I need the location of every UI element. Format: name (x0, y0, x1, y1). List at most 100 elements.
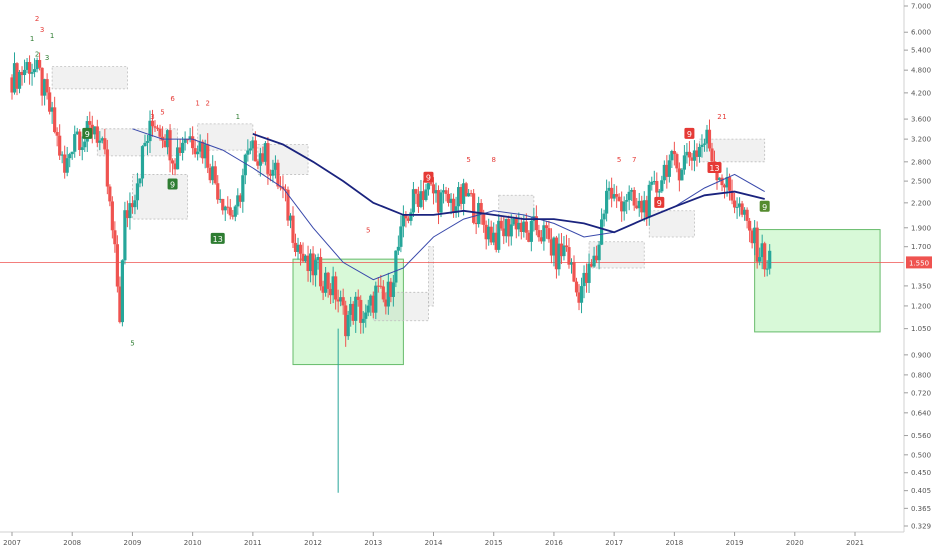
candle-body (472, 193, 476, 223)
candle-body (339, 297, 343, 302)
count-label: 2 (35, 51, 39, 59)
candle-body (128, 203, 132, 219)
candle-body (271, 169, 275, 176)
price-axis[interactable]: 7.000 6.000 5.400 4.800 4.200 3.600 3.200 2.800… (903, 0, 932, 532)
time-tick-label: 2020 (786, 539, 804, 547)
price-tick-label: 0.365 (911, 505, 931, 513)
price-tick-label: 0.329 (911, 523, 931, 531)
candle-body (690, 157, 694, 161)
setup-badge (684, 127, 695, 139)
range-band (51, 66, 128, 90)
candle-body (266, 143, 270, 174)
candle-body (424, 189, 428, 201)
setup-badge-label: 9 (426, 174, 431, 183)
count-label: 2 (717, 113, 721, 121)
candle-body (389, 281, 393, 297)
count-label: 5 (160, 108, 164, 116)
candle-body (148, 120, 152, 142)
candle-body (727, 177, 732, 191)
candle-body (178, 147, 182, 153)
candle-body (203, 144, 207, 159)
candle-body (251, 140, 255, 149)
candle-body (248, 148, 252, 151)
candle-body (685, 151, 689, 156)
candle-body (599, 219, 604, 245)
price-tick-label: 1.200 (911, 302, 931, 310)
price-tick-label: 3.200 (911, 136, 931, 144)
candle-body (113, 230, 117, 245)
candle-body (361, 318, 365, 323)
candle-body (181, 142, 185, 153)
candle-body (334, 276, 338, 300)
candle-body (697, 146, 702, 157)
candle-body (482, 212, 486, 225)
setup-badge-label: 9 (762, 203, 767, 212)
price-tick-label: 2.200 (911, 199, 931, 207)
candle-body (509, 224, 513, 237)
candle-body (65, 158, 69, 173)
support-resistance-bands (51, 66, 766, 322)
price-tick-label: 1.900 (911, 224, 931, 232)
price-tick-label: 0.640 (911, 409, 931, 417)
candle-body (617, 196, 621, 202)
candle-body (364, 312, 368, 319)
candle-body (201, 141, 205, 159)
candle-body (48, 92, 52, 112)
price-tick-label: 1.350 (911, 282, 931, 290)
candle-body (98, 140, 102, 143)
setup-badge-label: 9 (657, 199, 662, 208)
candle-body (384, 299, 388, 307)
candle-body (158, 128, 162, 137)
candle-body (256, 161, 260, 166)
candle-body (574, 281, 579, 293)
candle-body (522, 221, 526, 233)
candle-body (612, 194, 616, 199)
candle-body (145, 141, 150, 143)
price-tick-label: 7.000 (911, 3, 931, 11)
price-tick-label: 5.400 (911, 47, 931, 55)
candle-body (732, 200, 737, 208)
candle-body (27, 62, 32, 74)
candle-body (268, 173, 273, 176)
price-tick-label: 0.500 (911, 451, 931, 459)
candle-body (512, 218, 516, 225)
count-label: 2 (35, 15, 39, 23)
candle-body (542, 225, 546, 242)
candle-body (587, 263, 591, 283)
candle-body (615, 194, 619, 197)
price-tick-label: 0.405 (911, 487, 931, 495)
candle-body (35, 60, 39, 70)
setup-badge (167, 178, 178, 190)
candle-body (12, 63, 17, 93)
candle-body (502, 228, 506, 237)
candle-body (376, 285, 380, 287)
candle-body (326, 272, 330, 289)
candle-body (592, 255, 596, 267)
candle-body (504, 219, 508, 237)
candle-body (324, 272, 328, 293)
time-tick-label: 2018 (665, 539, 683, 547)
candle-body (605, 190, 609, 214)
range-band (428, 246, 434, 307)
candle-body (725, 177, 729, 188)
setup-badge (210, 232, 225, 244)
candle-body (597, 244, 601, 261)
candle-body (429, 183, 433, 185)
candle-body (652, 181, 656, 183)
candle-body (22, 69, 27, 76)
candle-body (198, 141, 202, 152)
price-tick-label: 0.560 (911, 432, 931, 440)
time-tick-label: 2010 (184, 539, 202, 547)
candle-body (406, 218, 411, 221)
candle-body (700, 144, 704, 147)
candle-body (301, 253, 305, 262)
candle-body (577, 292, 581, 303)
candle-body (75, 131, 79, 135)
time-axis[interactable]: 2007 2008 2009 2010 2011 2012 2013 2014 2015 2016… (0, 531, 904, 547)
candle-body (349, 303, 353, 315)
candle-body (421, 191, 426, 201)
candle-body (308, 253, 313, 272)
candle-body (88, 121, 92, 125)
